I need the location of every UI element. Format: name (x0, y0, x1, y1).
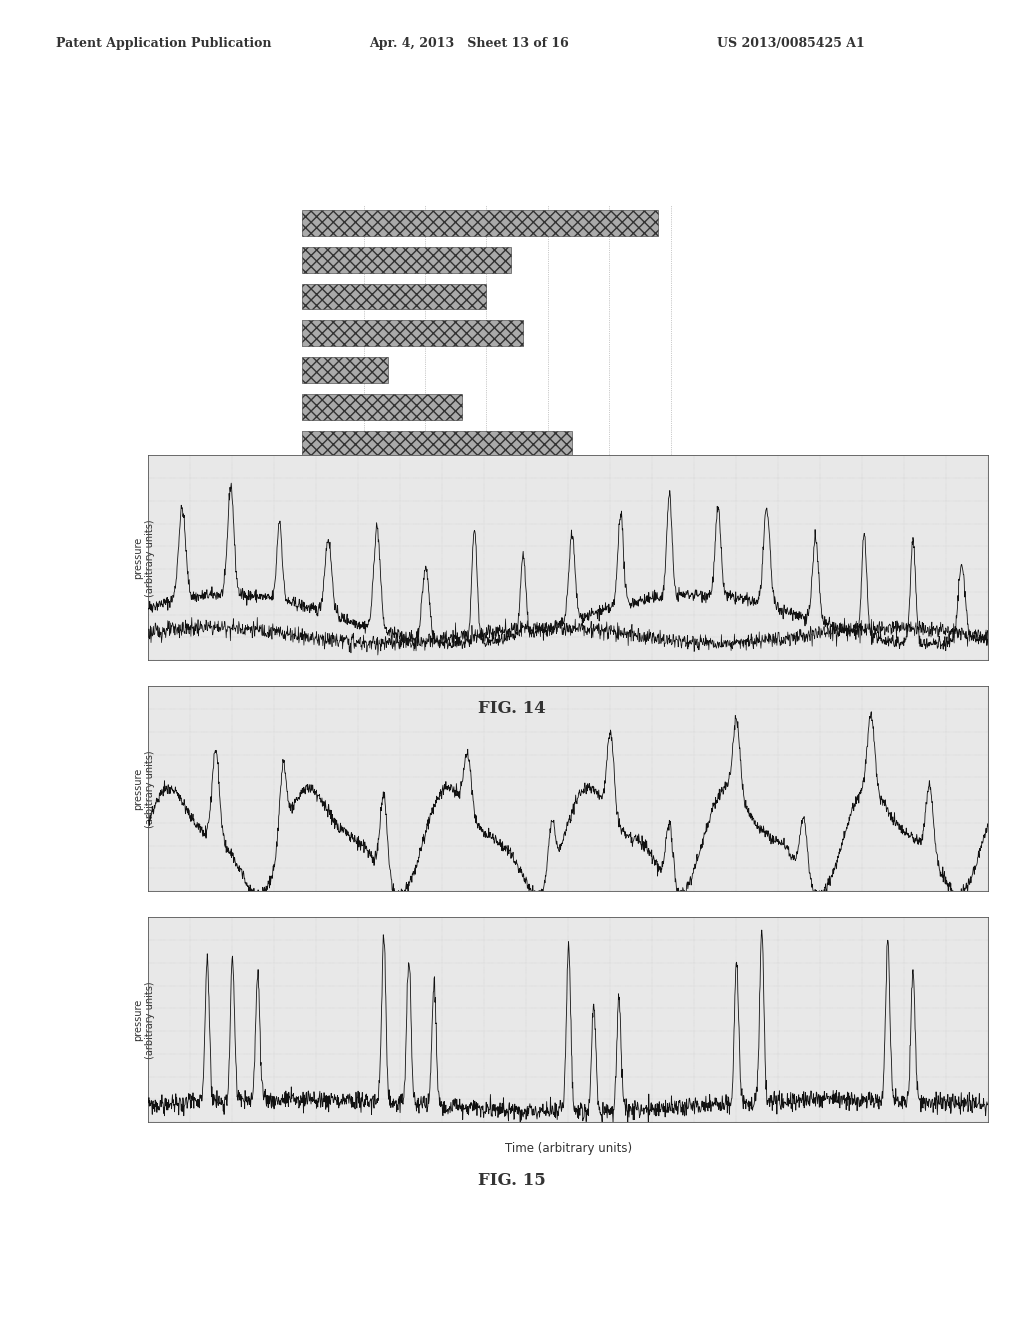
Bar (302, 358, 388, 383)
Text: Time (arbitrary units): Time (arbitrary units) (505, 1142, 632, 1155)
Y-axis label: pressure
(arbitrary units): pressure (arbitrary units) (133, 519, 155, 597)
Bar (302, 430, 572, 457)
X-axis label: Ventilatory pressure at maximal pressure difference
occurring upon chest compres: Ventilatory pressure at maximal pressure… (393, 490, 702, 517)
Bar (302, 393, 462, 420)
Y-axis label: pressure
(arbitrary units): pressure (arbitrary units) (133, 981, 155, 1059)
Text: FIG. 15: FIG. 15 (478, 1172, 546, 1189)
Bar (302, 210, 658, 236)
Bar (302, 284, 486, 309)
Text: Apr. 4, 2013   Sheet 13 of 16: Apr. 4, 2013 Sheet 13 of 16 (369, 37, 568, 50)
Text: Patent Application Publication: Patent Application Publication (56, 37, 271, 50)
Bar (302, 321, 523, 346)
Text: FIG. 14: FIG. 14 (478, 700, 546, 717)
Text: US 2013/0085425 A1: US 2013/0085425 A1 (717, 37, 864, 50)
Bar (302, 247, 511, 273)
Y-axis label: pressure
(arbitrary units): pressure (arbitrary units) (133, 750, 155, 828)
